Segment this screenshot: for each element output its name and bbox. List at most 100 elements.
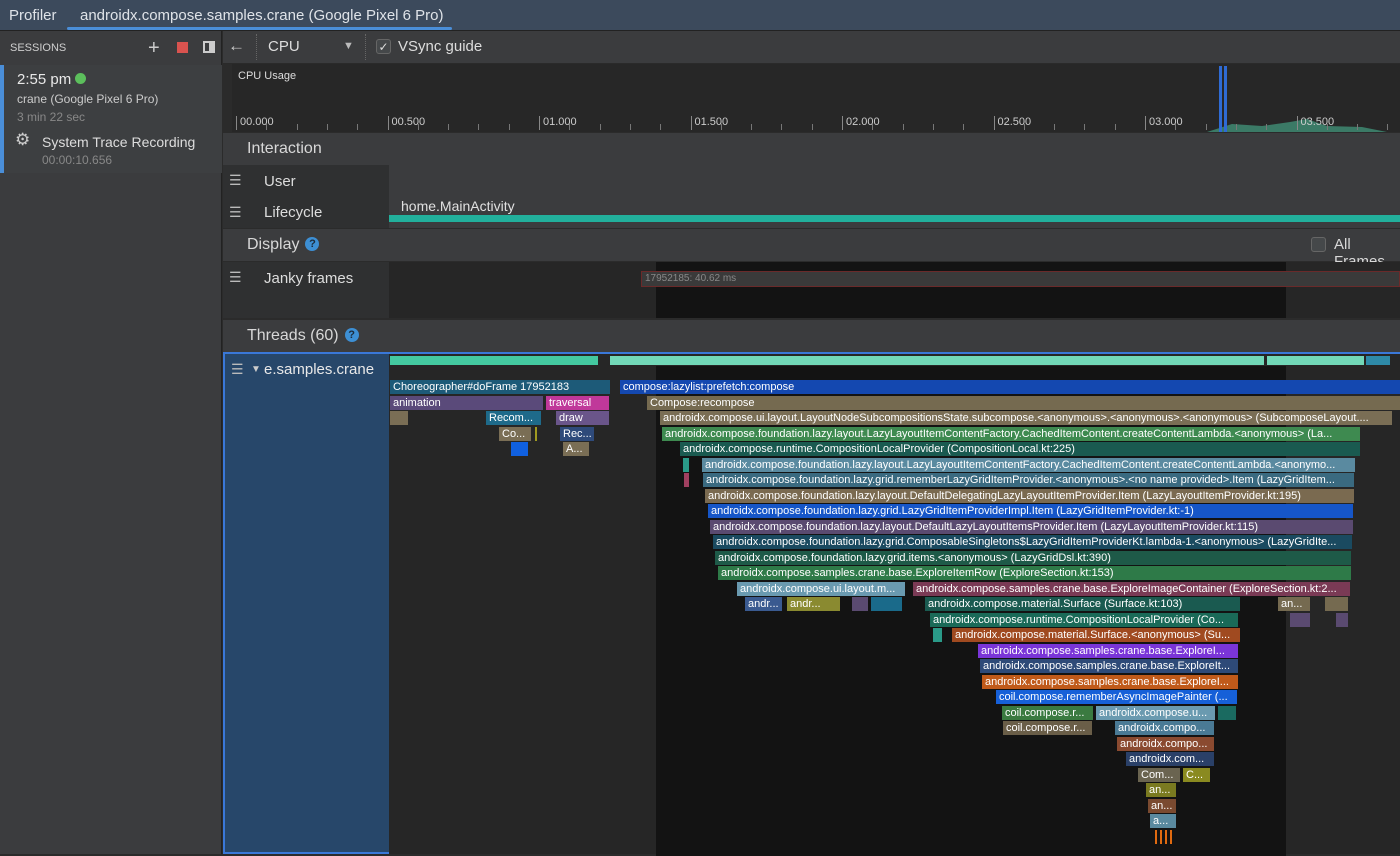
lifecycle-event-label[interactable]: home.MainActivity [401,198,515,214]
trace-slice[interactable]: androidx.compose.foundation.lazy.layout.… [705,488,1354,503]
lifecycle-bar[interactable] [389,215,1400,222]
trace-slice[interactable] [871,597,902,611]
janky-frames-row-label[interactable]: ☰ Janky frames [223,262,389,318]
janky-frames-label: Janky frames [264,270,354,287]
trace-slice[interactable]: androidx.compose.ui.layout.LayoutNodeSub… [660,411,1392,425]
trace-slice[interactable]: A... [563,442,589,456]
trace-slice[interactable]: androidx.compose.foundation.lazy.grid.re… [703,473,1354,487]
thread-state-running [1267,356,1364,365]
trace-slice[interactable]: C... [1183,767,1210,782]
time-axis-tick: 00.000 [236,116,274,130]
lifecycle-row-label[interactable]: ☰ Lifecycle [223,197,389,228]
trace-slice[interactable]: androidx.compose.foundation.lazy.layout.… [702,457,1355,472]
trace-slice[interactable]: coil.compose.rememberAsyncImagePainter (… [996,690,1237,704]
trace-slice[interactable] [1160,829,1162,844]
help-icon[interactable]: ? [305,237,320,251]
trace-slice[interactable]: androidx.compose.samples.crane.base.Expl… [980,659,1238,673]
trace-slice[interactable]: androidx.compose.samples.crane.base.Expl… [913,581,1350,596]
stop-icon[interactable] [177,42,188,53]
trace-slice[interactable] [684,473,689,487]
trace-slice[interactable]: androidx.compose.ui.layout.m... [737,581,905,596]
trace-slice[interactable]: Choreographer#doFrame 17952183 [390,380,610,394]
trace-slice[interactable]: coil.compose.r... [1003,721,1092,735]
plus-icon[interactable]: + [148,37,160,59]
trace-slice[interactable] [511,442,528,456]
trace-slice[interactable]: androidx.compo... [1115,721,1214,735]
trace-slice[interactable]: androidx.compose.samples.crane.base.Expl… [982,674,1238,689]
trace-slice[interactable]: androidx.com... [1126,752,1214,766]
trace-slice[interactable]: Rec... [560,426,594,441]
thread-row-label[interactable]: ☰ ▼ e.samples.crane [223,352,389,854]
janky-frame-label: 17952185: 40.62 ms [645,273,737,284]
session-tab[interactable]: androidx.compose.samples.crane (Google P… [80,7,444,24]
trace-slice[interactable]: androidx.compose.foundation.lazy.layout.… [710,519,1353,534]
session-item[interactable]: 2:55 pm crane (Google Pixel 6 Pro) 3 min… [0,65,222,173]
minor-tick [1084,124,1086,130]
trace-slice[interactable]: draw [556,411,609,425]
trace-slice[interactable]: coil.compose.r... [1002,705,1093,720]
trace-slice[interactable]: androidx.compose.runtime.CompositionLoca… [930,612,1238,627]
trace-slice[interactable]: androidx.compose.foundation.lazy.grid.La… [708,504,1353,518]
trace-slice[interactable]: traversal [546,395,609,410]
trace-slice[interactable]: andr... [787,597,840,611]
trace-slice[interactable] [1165,829,1167,844]
trace-slice[interactable]: compose:lazylist:prefetch:compose [620,380,1400,394]
trace-slice[interactable] [1218,705,1236,720]
trace-slice[interactable] [1155,829,1157,844]
vsync-checkbox[interactable]: ✓ [376,39,391,54]
help-icon[interactable]: ? [344,328,359,342]
trace-slice[interactable]: andr... [745,597,782,611]
trace-slice[interactable] [390,411,408,425]
session-time: 2:55 pm [17,71,72,88]
trace-slice[interactable]: an... [1146,783,1176,797]
drag-handle-icon[interactable]: ☰ [231,361,244,377]
trace-slice[interactable]: androidx.compose.samples.crane.base.Expl… [978,643,1238,658]
minor-tick [720,124,722,130]
trace-slice[interactable]: animation [390,395,543,410]
user-row-label[interactable]: ☰ User [223,165,389,197]
all-frames-checkbox[interactable] [1311,237,1326,252]
trace-slice[interactable] [1336,612,1348,627]
trace-slice[interactable] [852,597,868,611]
trace-slice[interactable]: Co... [499,426,531,441]
sessions-header: SESSIONS [10,42,67,54]
trace-slice[interactable]: androidx.compose.foundation.lazy.grid.it… [715,550,1351,565]
trace-slice[interactable]: an... [1148,798,1176,813]
trace-slice[interactable]: androidx.compose.runtime.CompositionLoca… [680,442,1360,456]
trace-slice[interactable]: androidx.compose.foundation.lazy.layout.… [662,426,1360,441]
trace-slice[interactable]: androidx.compo... [1117,736,1214,751]
drag-handle-icon[interactable]: ☰ [229,204,242,220]
arrow-left-icon[interactable]: ← [228,36,245,55]
trace-slice[interactable]: Com... [1138,767,1180,782]
threads-title: Threads (60) [247,327,339,344]
recording-label[interactable]: System Trace Recording [42,134,196,150]
trace-slice[interactable]: Recom... [486,411,541,425]
minor-tick [902,124,904,130]
minor-tick [660,124,662,130]
trace-slice[interactable]: androidx.compose.material.Surface.<anony… [952,628,1240,642]
trace-slice[interactable] [1325,597,1348,611]
janky-frame-bar[interactable]: 17952185: 40.62 ms [641,271,1400,287]
trace-slice[interactable]: androidx.compose.material.Surface (Surfa… [925,597,1240,611]
trace-slice[interactable] [683,457,689,472]
interaction-header: Interaction [223,133,1400,165]
trace-slice[interactable]: androidx.compose.foundation.lazy.grid.Co… [713,535,1352,549]
trace-slice[interactable]: Compose:recompose [647,395,1400,410]
trace-slice[interactable]: an... [1278,597,1310,611]
trace-slice[interactable] [1170,829,1172,844]
drag-handle-icon[interactable]: ☰ [229,269,242,285]
expand-triangle-icon[interactable]: ▼ [251,364,261,375]
trace-slice[interactable]: androidx.compose.samples.crane.base.Expl… [718,566,1351,580]
panel-icon[interactable] [203,41,215,53]
profiler-select[interactable]: CPU ▼ [268,38,358,55]
minor-tick [629,124,631,130]
cpu-usage-track[interactable]: CPU Usage 00.000 00.500 01.000 01.500 02.000… [232,64,1400,132]
trace-slice[interactable]: a... [1150,814,1176,828]
thread-flame-chart[interactable]: Choreographer#doFrame 17952183 compose:la… [389,352,1400,856]
drag-handle-icon[interactable]: ☰ [229,172,242,188]
trace-slice[interactable] [933,628,942,642]
time-axis-tick: 02.000 [842,116,880,130]
trace-slice[interactable]: androidx.compose.u... [1096,705,1215,720]
trace-slice[interactable] [535,426,537,441]
trace-slice[interactable] [1290,612,1310,627]
